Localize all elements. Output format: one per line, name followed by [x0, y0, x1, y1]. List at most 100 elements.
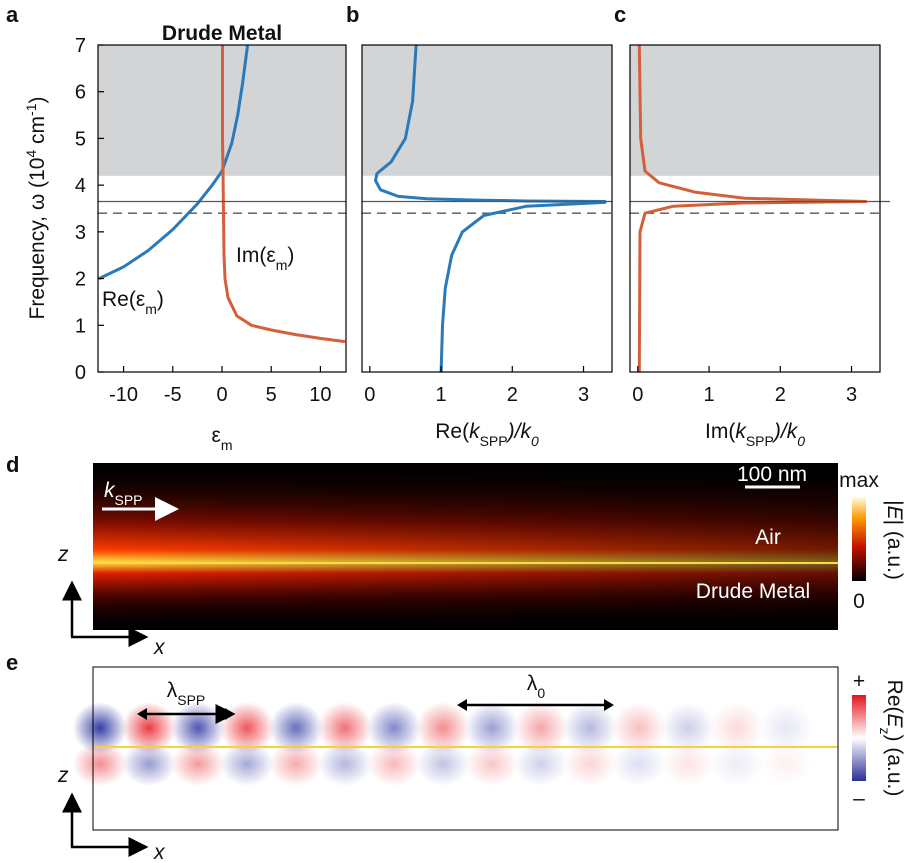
field-lobe: [220, 742, 274, 786]
label-part: 0: [537, 685, 545, 701]
field-lobe: [269, 742, 323, 786]
curve: [98, 45, 250, 280]
label-part: ) (a.u.): [883, 735, 906, 797]
y-tick-label: 6: [75, 82, 86, 104]
label-part: SPP: [746, 433, 774, 449]
panel-letter: b: [346, 2, 359, 27]
label-part: E: [883, 506, 906, 521]
label-part: k: [469, 420, 481, 443]
label-part: )/: [771, 420, 789, 443]
label-part: ): [157, 288, 164, 311]
label-part: E: [883, 713, 906, 728]
axes-frame: [629, 44, 881, 373]
field-map: [93, 463, 838, 630]
field-lobe: [367, 702, 421, 754]
x-tick-label: 2: [507, 384, 518, 406]
label-part: ): [287, 244, 294, 267]
field-lobe: [416, 702, 470, 754]
field-decay: [93, 463, 838, 630]
label-part: m: [276, 257, 288, 273]
x-tick-label: 10: [309, 384, 331, 406]
field-background: [93, 667, 838, 830]
label-part: SPP: [115, 492, 143, 508]
field-lobe: [269, 702, 323, 754]
panel-letter: c: [614, 2, 626, 27]
scale-bar-label: 100 nm: [737, 463, 807, 486]
field-lobe: [318, 742, 372, 786]
y-tick-label: 1: [75, 315, 86, 337]
colorbar: [852, 695, 866, 781]
arrow-heads: [137, 708, 235, 720]
curve: [637, 45, 868, 372]
label-part: Frequency, ω (10: [26, 158, 49, 320]
field-lobe: [563, 702, 617, 754]
y-tick-label: 2: [75, 269, 86, 291]
field-map: [73, 667, 838, 830]
annotation: Im(εm): [236, 244, 294, 273]
field-frame: [92, 666, 839, 831]
colorbar-label: Re(Ez) (a.u.): [877, 680, 906, 797]
x-axis-label: Re(kSPP)/k0: [435, 420, 539, 449]
field-lobe: [465, 702, 519, 754]
x-axis-label: Im(kSPP)/k0: [705, 420, 805, 449]
axes-frame: [361, 44, 613, 373]
label-part: )/: [505, 420, 523, 443]
label-part: SPP: [480, 433, 508, 449]
label-part: 0: [797, 433, 805, 449]
axis-name: z: [57, 764, 69, 787]
y-tick-label: 7: [75, 35, 86, 57]
colorbar-max: +: [853, 670, 865, 693]
x-axis-label: εm: [211, 424, 232, 453]
label-part: cm: [26, 116, 49, 150]
curve: [374, 45, 607, 372]
chart-title: Drude Metal: [162, 22, 282, 45]
field-lobe: [759, 702, 813, 754]
label-part: Re(: [435, 420, 469, 443]
field-lobe: [612, 702, 666, 754]
label-part: k: [520, 420, 532, 443]
x-tick-label: 0: [632, 384, 643, 406]
x-tick-label: -10: [109, 384, 138, 406]
colorbar-label: |E| (a.u.): [883, 500, 906, 580]
field-lobe: [710, 742, 764, 786]
colorbar-max: max: [839, 469, 879, 492]
label-part: SPP: [177, 692, 205, 708]
field-lobe: [612, 742, 666, 786]
label-part: m: [221, 437, 233, 453]
field-lobe: [514, 702, 568, 754]
axis-name: z: [57, 543, 69, 566]
colorbar-min: –: [853, 787, 865, 810]
field-lobe: [759, 742, 813, 786]
x-tick-label: 5: [266, 384, 277, 406]
label-part: Im(ε: [236, 244, 276, 267]
x-tick-label: -5: [164, 384, 182, 406]
label-part: k: [787, 420, 799, 443]
field-lobe: [563, 742, 617, 786]
medium-label: Drude Metal: [696, 580, 810, 603]
plot-area: [630, 45, 880, 372]
x-tick-label: 3: [846, 384, 857, 406]
label-part: | (a.u.): [883, 520, 906, 580]
field-lobe: [73, 702, 127, 754]
x-tick-label: 3: [578, 384, 589, 406]
shaded-region: [362, 45, 612, 176]
x-tick-label: 0: [216, 384, 227, 406]
wavelength-label: λ0: [527, 672, 546, 701]
shaded-region: [630, 45, 880, 176]
y-tick-label: 4: [75, 175, 86, 197]
label-part: Im(: [705, 420, 735, 443]
field-lobe: [416, 742, 470, 786]
plot-area: [362, 45, 612, 372]
field-lobe: [318, 702, 372, 754]
label-part: m: [145, 301, 157, 317]
panel-letter: e: [6, 650, 18, 675]
label-part: λ: [527, 672, 538, 695]
wavevector-label: kSPP: [104, 479, 143, 508]
wavelength-label: λSPP: [167, 679, 206, 708]
label-part: z: [877, 728, 893, 735]
label-part: Re(: [883, 680, 906, 714]
field-lobe: [367, 742, 421, 786]
curve: [221, 45, 346, 344]
y-tick-label: 3: [75, 222, 86, 244]
